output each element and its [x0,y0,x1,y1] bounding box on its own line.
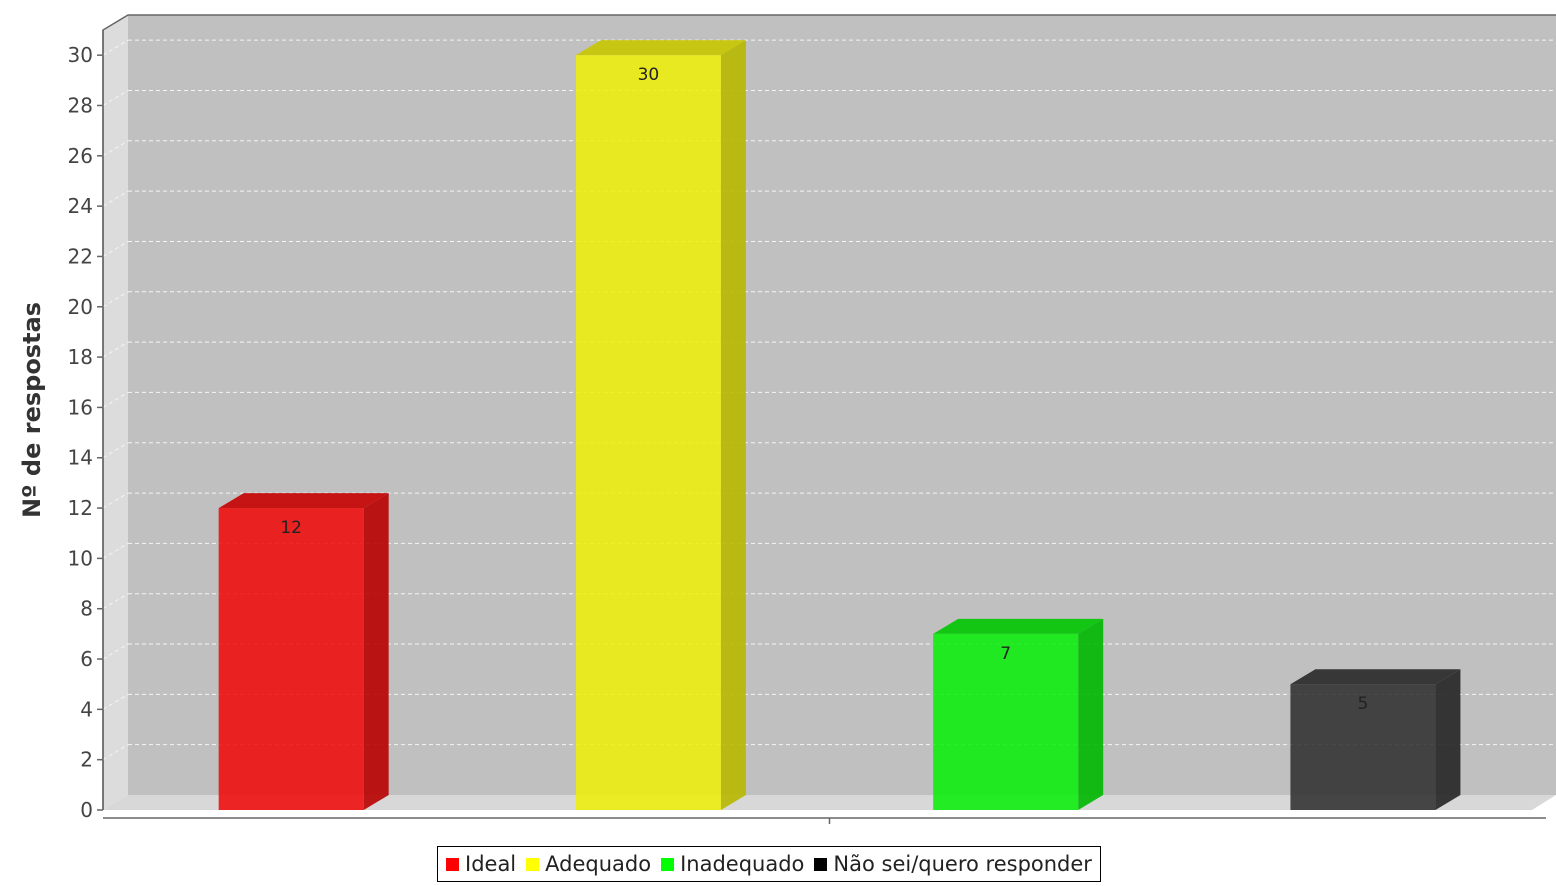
bar-ideal: 12 [218,493,389,810]
gridline-side [102,190,129,207]
bar-top [1290,669,1461,685]
gridline-side [102,39,129,56]
bar-top [218,493,389,509]
gridline-side [102,140,129,157]
y-tick-label: 20 [68,295,93,319]
bar-side [363,493,389,810]
bar-inadequado: 7 [933,618,1104,810]
gridline-side [102,241,129,257]
y-tick-label: 6 [80,647,93,671]
plot-floor [103,795,1556,810]
y-tick-label: 8 [80,597,93,621]
bar-top [933,618,1104,634]
bar-value-label: 5 [1358,694,1369,714]
bar-front [933,633,1079,810]
bar-value-label: 7 [1000,644,1011,664]
y-tick-label: 10 [68,546,93,570]
gridline-side [102,744,129,761]
gridline-side [102,492,129,509]
y-tick-label: 14 [68,446,93,470]
bar-value-label: 12 [280,518,302,538]
gridline-side [102,693,129,710]
plot-side-wall [103,15,128,810]
legend-swatch [661,857,675,871]
y-tick-label: 30 [68,43,93,67]
y-tick-label: 26 [68,144,93,168]
gridline-side [102,391,129,408]
bar-side [1078,618,1104,810]
y-tick-label: 2 [80,748,93,772]
y-tick-label: 18 [68,345,93,369]
legend-label: Não sei/quero responder [833,852,1092,876]
gridline-side [102,643,129,660]
x-axis [103,817,1546,824]
bar-top [575,40,746,56]
legend-label: Inadequado [680,852,805,876]
gridline-side [102,442,129,459]
legend-label: Adequado [545,852,652,876]
y-tick-label: 0 [80,798,93,822]
bars-group: 12 30 7 5 [218,40,1461,810]
legend-swatch [526,857,540,871]
y-tick-label: 4 [80,697,93,721]
y-tick-label: 28 [68,93,93,117]
legend: Ideal Adequado Inadequado Não sei/quero res… [437,846,1101,882]
legend-item: Inadequado [661,852,804,876]
bar-side [1435,669,1461,810]
bar-front [1290,684,1436,810]
legend-item: Adequado [526,852,651,876]
y-axis-label: Nº de respostas [18,302,46,518]
bar-adequado: 30 [575,40,746,810]
legend-label: Ideal [465,852,517,876]
legend-swatch [814,857,828,871]
legend-item: Não sei/quero responder [814,852,1092,876]
y-tick-label: 16 [68,395,93,419]
bar-front [575,55,721,810]
legend-item: Ideal [446,852,516,876]
gridline-side [102,593,129,610]
gridline-side [102,542,129,559]
bar-n-o-sei-quero-responder: 5 [1290,669,1461,810]
bar-side [720,40,746,810]
y-tick-label: 22 [68,244,93,268]
bar-front [218,508,364,810]
y-tick-label: 12 [68,496,93,520]
legend-swatch [446,857,459,871]
gridline-side [102,341,129,358]
gridline-side [102,291,129,308]
y-tick-label: 24 [68,194,93,218]
gridline-side [102,90,129,106]
bar-value-label: 30 [638,65,660,85]
